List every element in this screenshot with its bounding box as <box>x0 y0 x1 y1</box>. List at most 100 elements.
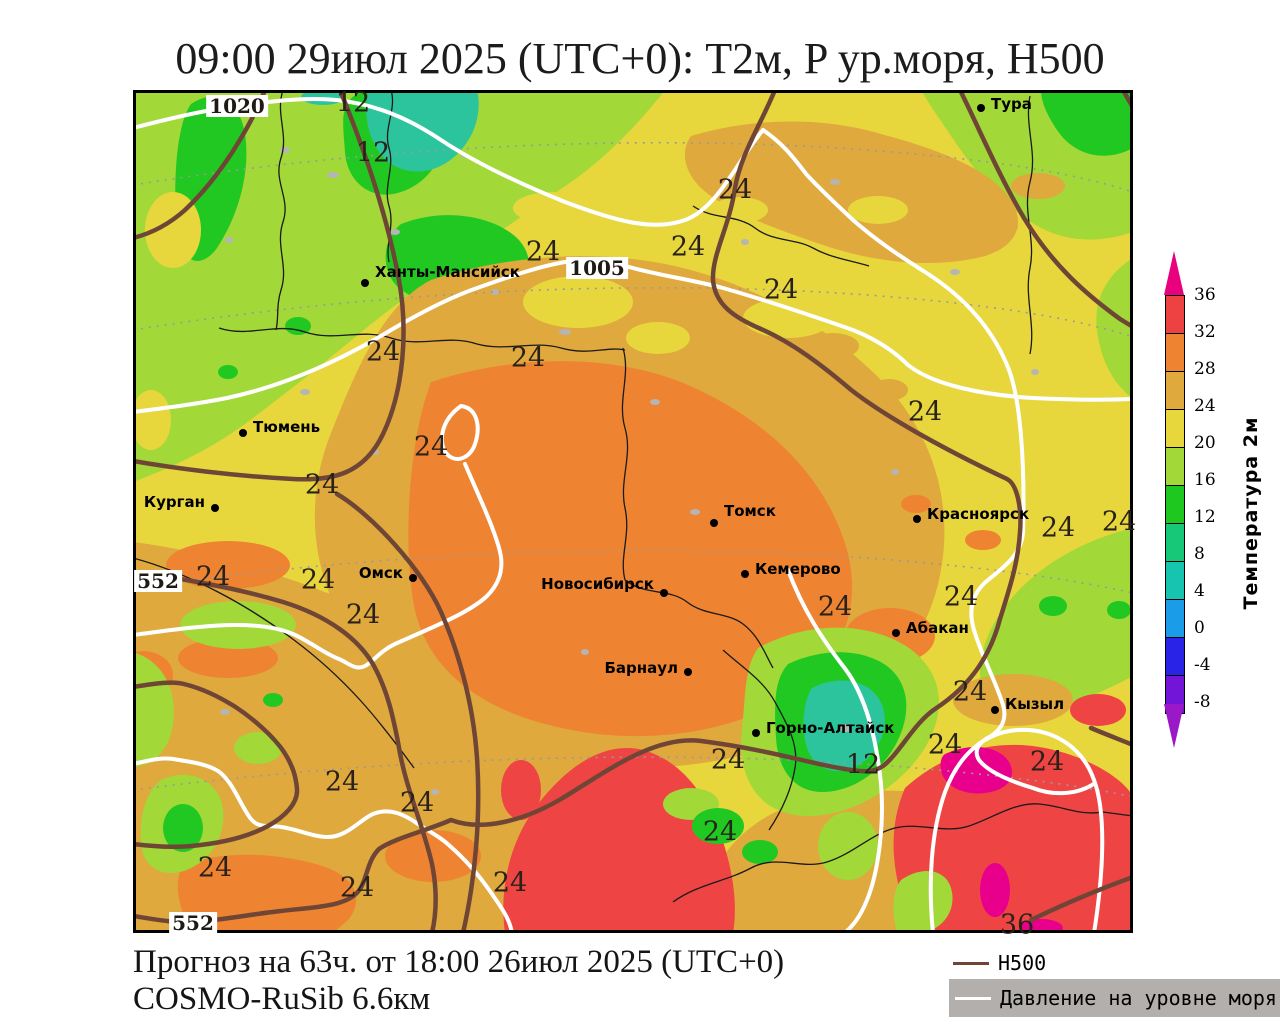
temp-contour-label: 36 <box>999 909 1035 941</box>
temp-contour-label: 24 <box>197 852 233 884</box>
city-marker <box>977 104 985 112</box>
colorbar-segment <box>1166 447 1184 485</box>
colorbar-title: Температура 2м <box>1240 416 1262 610</box>
colorbar-segment <box>1166 561 1184 599</box>
city-label: Горно-Алтайск <box>766 719 895 737</box>
colorbar-segment <box>1166 371 1184 409</box>
h500-contour-label: 552 <box>134 570 182 592</box>
temp-contour-label: 24 <box>1029 746 1065 778</box>
colorbar-segment <box>1166 523 1184 561</box>
temp-contour-label: 24 <box>670 231 706 263</box>
city-label: Тюмень <box>253 418 321 436</box>
temp-contour-label: 12 <box>355 137 391 169</box>
temp-contour-label: 24 <box>702 816 738 848</box>
colorbar-tick-label: 20 <box>1194 433 1216 453</box>
footer-model-info: COSMO-RuSib 6.6км <box>133 981 431 1017</box>
footer-forecast-info: Прогноз на 63ч. от 18:00 26июл 2025 (UTC… <box>133 944 785 980</box>
temp-contour-label: 24 <box>510 342 546 374</box>
colorbar-tick-label: 16 <box>1194 470 1216 490</box>
temp-contour-label: 24 <box>300 564 336 596</box>
temp-contour-label: 24 <box>943 581 979 613</box>
colorbar-tick-label: 0 <box>1194 618 1205 638</box>
page-title: 09:00 29июл 2025 (UTC+0): Т2м, P ур.моря… <box>175 34 1105 83</box>
pressure-contour-label: 1005 <box>566 257 628 279</box>
temp-contour-label: 24 <box>817 591 853 623</box>
city-marker <box>239 429 247 437</box>
temp-contour-label: 24 <box>717 174 753 206</box>
temp-contour-label: 24 <box>1040 512 1076 544</box>
colorbar-tick-label: 8 <box>1194 544 1205 564</box>
legend-h500-label: H500 <box>998 951 1047 975</box>
temp-contour-label: 24 <box>907 396 943 428</box>
city-label: Омск <box>358 564 403 582</box>
pressure-isolines <box>133 96 1133 933</box>
h500-line-sample <box>953 961 989 965</box>
pressure-contour-label: 1020 <box>206 95 268 117</box>
city-label: Кызыл <box>1005 695 1065 713</box>
h500-contour-label: 552 <box>169 912 217 934</box>
temp-contour-label: 12 <box>335 87 371 119</box>
temp-contour-label: 24 <box>952 676 988 708</box>
city-marker <box>684 668 692 676</box>
city-label: Кемерово <box>755 560 841 578</box>
colorbar-segment <box>1166 599 1184 637</box>
temp-contour-label: 24 <box>365 336 401 368</box>
colorbar-tick-label: -4 <box>1194 655 1211 675</box>
temp-contour-label: 24 <box>710 744 746 776</box>
temp-contour-label: 24 <box>304 469 340 501</box>
graticule-lines <box>133 141 1133 798</box>
temp-contour-label: 24 <box>413 431 449 463</box>
city-label: Ханты-Мансийск <box>375 263 520 281</box>
temperature-colorbar: 36 32 28 24 20 16 12 8 4 0 -4 -8 <box>1163 250 1280 765</box>
temp-contour-label: 24 <box>763 274 799 306</box>
colorbar-segment <box>1166 675 1184 713</box>
temp-contour-label: 24 <box>1101 506 1137 538</box>
legend-pressure-label: Давление на уровне моря <box>1000 986 1277 1010</box>
city-marker <box>892 629 900 637</box>
colorbar-segment <box>1166 296 1184 333</box>
colorbar-tick-label: 12 <box>1194 507 1216 527</box>
temp-contour-label: 24 <box>399 787 435 819</box>
h500-isolines <box>133 90 1133 933</box>
legend-pressure: Давление на уровне моря <box>949 979 1280 1017</box>
city-marker <box>913 515 921 523</box>
city-marker <box>991 706 999 714</box>
colorbar-tick-label: 24 <box>1194 396 1216 416</box>
city-marker <box>741 570 749 578</box>
city-marker <box>361 279 369 287</box>
colorbar-above-range-arrow <box>1164 251 1184 295</box>
city-label: Курган <box>143 493 205 511</box>
colorbar-tick-label: 36 <box>1194 285 1216 305</box>
city-marker <box>211 504 219 512</box>
temp-contour-label: 24 <box>492 867 528 899</box>
colorbar-segment <box>1166 485 1184 523</box>
colorbar-segment <box>1166 637 1184 675</box>
city-label: Тура <box>991 95 1032 113</box>
temp-contour-label: 24 <box>324 766 360 798</box>
city-label: Томск <box>724 502 776 520</box>
colorbar-segment <box>1166 333 1184 371</box>
city-label: Новосибирск <box>541 575 654 593</box>
map-overlays: Тура Ханты-Мансийск Тюмень Курган Омск Новоси… <box>133 87 1137 939</box>
colorbar-tick-label: 28 <box>1194 359 1216 379</box>
temp-contour-label: 24 <box>195 561 231 593</box>
colorbar-tick-label: -8 <box>1194 692 1211 712</box>
colorbar-scale <box>1165 295 1185 714</box>
legend-h500: H500 <box>953 950 1046 976</box>
temperature-field-svg <box>133 90 1133 933</box>
city-label: Красноярск <box>927 505 1030 523</box>
city-marker <box>710 519 718 527</box>
city-marker <box>660 589 668 597</box>
colorbar-segment <box>1166 409 1184 447</box>
colorbar-tick-label: 32 <box>1194 322 1216 342</box>
forecast-map: Тура Ханты-Мансийск Тюмень Курган Омск Новоси… <box>133 87 1137 939</box>
colorbar-tick-label: 4 <box>1194 581 1205 601</box>
city-label: Барнаул <box>604 659 678 677</box>
temp-contour-label: 24 <box>339 872 375 904</box>
city-label: Абакан <box>906 619 969 637</box>
colorbar-below-range-arrow <box>1164 704 1184 748</box>
city-marker <box>752 729 760 737</box>
temp-contour-label: 24 <box>927 729 963 761</box>
pressure-line-sample <box>955 996 991 1000</box>
temp-contour-label: 24 <box>345 599 381 631</box>
